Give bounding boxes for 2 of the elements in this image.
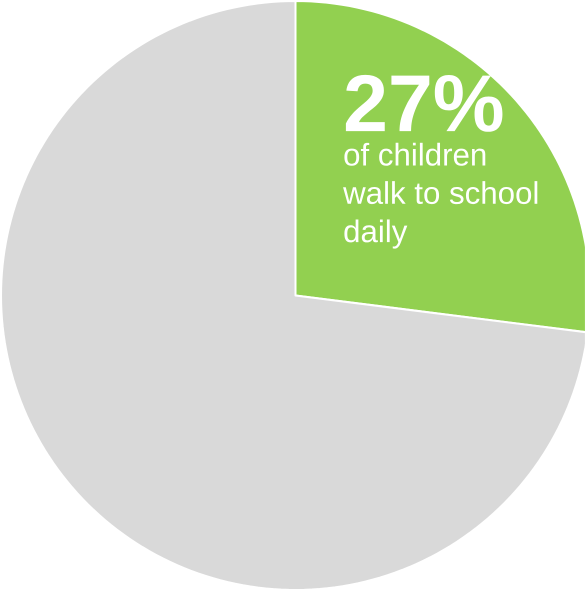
data-label: 27% xyxy=(346,74,502,132)
slice-label: of children walk to school daily xyxy=(343,142,538,249)
